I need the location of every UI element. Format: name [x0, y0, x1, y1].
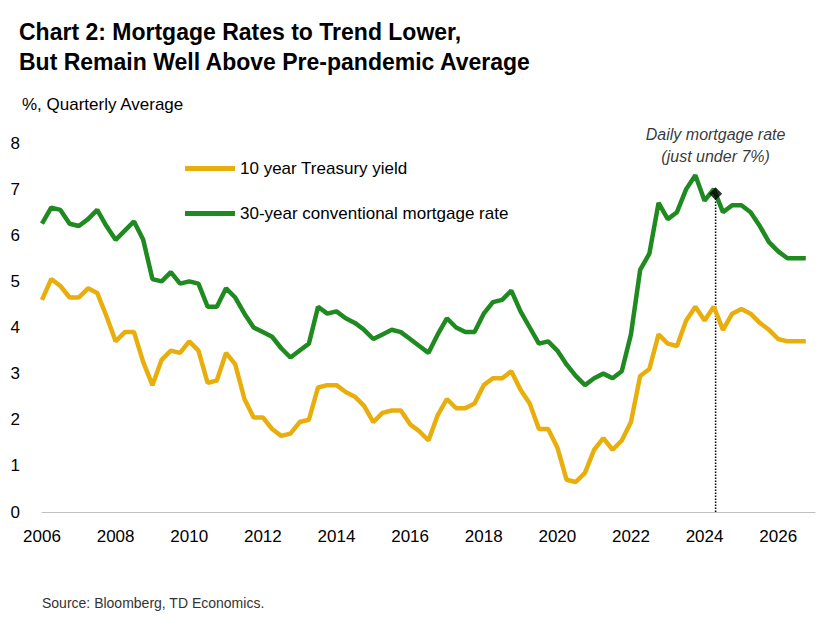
svg-text:1: 1 [11, 456, 20, 475]
svg-text:2016: 2016 [391, 527, 429, 546]
svg-text:2006: 2006 [23, 527, 61, 546]
svg-text:2010: 2010 [170, 527, 208, 546]
svg-text:2020: 2020 [538, 527, 576, 546]
svg-text:2: 2 [11, 410, 20, 429]
svg-text:2008: 2008 [97, 527, 135, 546]
svg-text:Chart 2: Mortgage Rates to Tre: Chart 2: Mortgage Rates to Trend Lower, [19, 19, 461, 45]
svg-text:Daily mortgage rate: Daily mortgage rate [646, 126, 786, 143]
svg-text:2014: 2014 [318, 527, 356, 546]
svg-text:6: 6 [11, 226, 20, 245]
svg-text:4: 4 [11, 318, 20, 337]
svg-text:8: 8 [11, 134, 20, 153]
svg-text:(just under 7%): (just under 7%) [661, 148, 770, 165]
svg-text:0: 0 [11, 503, 20, 522]
svg-text:2026: 2026 [759, 527, 797, 546]
svg-text:2022: 2022 [612, 527, 650, 546]
svg-text:30-year conventional mortgage: 30-year conventional mortgage rate [240, 204, 508, 223]
svg-text:2012: 2012 [244, 527, 282, 546]
svg-text:5: 5 [11, 272, 20, 291]
svg-text:But Remain Well Above Pre-pand: But Remain Well Above Pre-pandemic Avera… [19, 49, 530, 75]
svg-text:Source: Bloomberg, TD Economic: Source: Bloomberg, TD Economics. [42, 595, 264, 611]
svg-text:10 year Treasury yield: 10 year Treasury yield [240, 159, 407, 178]
svg-text:%, Quarterly Average: %, Quarterly Average [22, 95, 183, 114]
svg-text:7: 7 [11, 180, 20, 199]
svg-text:2024: 2024 [686, 527, 724, 546]
svg-text:2018: 2018 [465, 527, 503, 546]
svg-text:3: 3 [11, 364, 20, 383]
